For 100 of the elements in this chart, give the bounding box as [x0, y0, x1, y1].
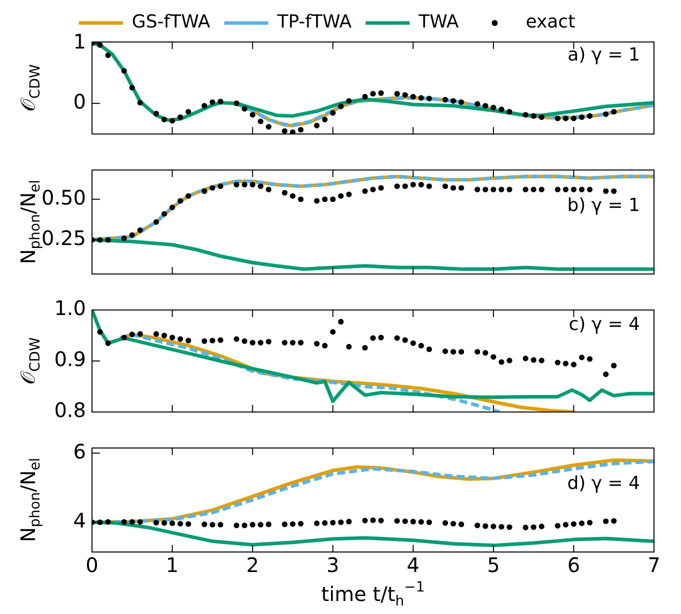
- point: [290, 340, 296, 346]
- point: [258, 183, 264, 190]
- point: [442, 183, 448, 190]
- point: [490, 186, 496, 192]
- point: [418, 342, 424, 348]
- point: [338, 318, 344, 325]
- point: [161, 116, 168, 122]
- y-tick-label: 1.0: [54, 296, 86, 320]
- point: [362, 188, 368, 194]
- point: [498, 524, 504, 530]
- point: [330, 329, 336, 335]
- point: [290, 521, 296, 527]
- point: [137, 100, 143, 106]
- annotation: a) γ = 1: [568, 44, 640, 66]
- point: [562, 116, 568, 122]
- annotation: d) γ = 4: [567, 473, 640, 494]
- point: [202, 338, 208, 344]
- point: [482, 350, 488, 356]
- point: [322, 196, 328, 202]
- point: [603, 111, 609, 117]
- point: [490, 354, 496, 360]
- point: [474, 101, 480, 107]
- point: [234, 522, 240, 528]
- point: [346, 98, 352, 104]
- point: [611, 108, 617, 115]
- point: [330, 520, 336, 526]
- point: [129, 232, 135, 238]
- point: [298, 196, 304, 202]
- point: [234, 182, 240, 188]
- point: [129, 84, 135, 90]
- point: [578, 520, 585, 526]
- point: [442, 520, 448, 526]
- annotation: c) γ = 4: [568, 314, 640, 335]
- point: [161, 332, 168, 338]
- point: [338, 519, 344, 526]
- point: [603, 518, 609, 524]
- point: [322, 520, 328, 526]
- y-tick-label: 0.25: [41, 226, 86, 250]
- point: [378, 185, 384, 191]
- y-axis-title: 𝒪CDW: [16, 337, 44, 385]
- point: [129, 332, 135, 338]
- point: [129, 519, 135, 525]
- point: [338, 193, 344, 199]
- point: [458, 522, 464, 528]
- y-tick-label: 4: [73, 508, 86, 532]
- point: [298, 520, 304, 526]
- point: [611, 518, 617, 524]
- point: [490, 104, 496, 110]
- x-tick-label: 4: [406, 553, 420, 578]
- point: [522, 356, 528, 362]
- point: [378, 90, 384, 96]
- point: [169, 520, 176, 526]
- point: [522, 112, 528, 118]
- point: [474, 349, 480, 355]
- point: [169, 204, 176, 210]
- point: [482, 102, 488, 109]
- point: [570, 116, 577, 122]
- point: [378, 334, 384, 340]
- point: [498, 186, 504, 192]
- point: [570, 186, 577, 192]
- point: [611, 362, 617, 368]
- point: [578, 354, 585, 360]
- point: [250, 112, 256, 118]
- point: [394, 335, 400, 341]
- x-tick-label: 6: [567, 553, 580, 578]
- point: [402, 518, 408, 524]
- point: [410, 518, 416, 524]
- point: [121, 519, 127, 525]
- point: [538, 524, 544, 530]
- point: [202, 188, 208, 194]
- point: [258, 522, 264, 528]
- point: [538, 114, 544, 120]
- point: [178, 114, 184, 120]
- point: [218, 337, 224, 343]
- point: [362, 94, 368, 100]
- point: [410, 182, 416, 188]
- point: [410, 340, 416, 346]
- point: [562, 522, 568, 528]
- point: [450, 185, 456, 191]
- point: [242, 182, 248, 188]
- point: [554, 186, 560, 192]
- point: [506, 524, 512, 530]
- point: [362, 344, 368, 351]
- x-tick-label: 2: [246, 553, 259, 578]
- point: [153, 219, 160, 225]
- point: [153, 520, 160, 526]
- x-tick-label: 3: [326, 553, 340, 578]
- point: [137, 331, 143, 337]
- point: [105, 52, 111, 58]
- point: [426, 183, 432, 190]
- point: [370, 90, 376, 97]
- point: [137, 227, 143, 233]
- point: [314, 122, 320, 128]
- legend-label: GS-fTWA: [132, 12, 211, 33]
- y-tick-label: 0.50: [41, 185, 86, 210]
- point: [346, 192, 352, 198]
- point: [490, 524, 496, 530]
- point: [218, 98, 224, 104]
- point: [330, 196, 336, 202]
- point: [530, 524, 536, 530]
